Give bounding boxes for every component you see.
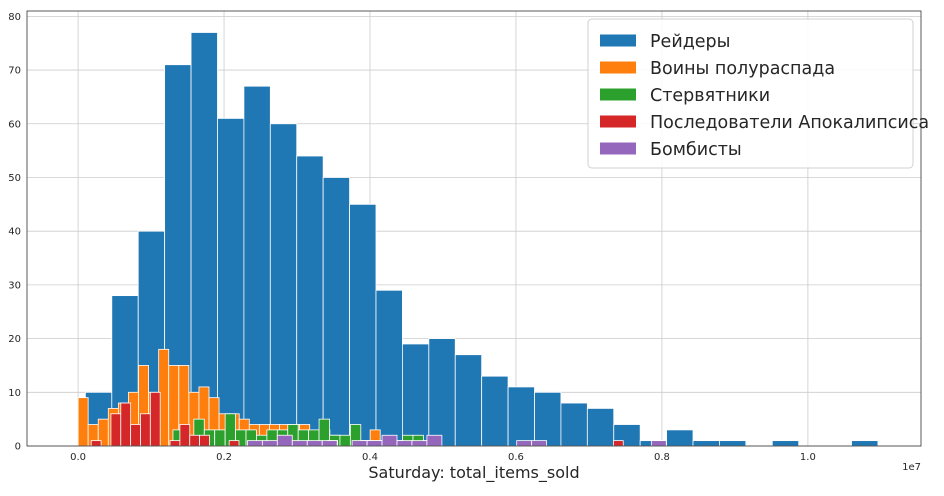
x-tick-label: 0.4 — [362, 452, 378, 463]
legend-label: Стервятники — [650, 86, 770, 106]
legend-box — [587, 18, 914, 169]
histogram-bar — [77, 397, 89, 447]
histogram-bar — [228, 440, 240, 447]
y-tick-label: 30 — [8, 280, 21, 291]
legend: Рейдеры Воины полураспада Стервятники После… — [587, 18, 929, 169]
legend-label: Бомбисты — [650, 140, 742, 160]
y-tick-label: 0 — [15, 442, 21, 453]
histogram-bar — [179, 424, 191, 447]
histogram-bar — [650, 440, 667, 447]
histogram-bar — [612, 440, 624, 447]
legend-swatch — [600, 142, 636, 155]
histogram-bar — [534, 391, 562, 447]
histogram-bar — [411, 440, 428, 447]
histogram-bar — [120, 402, 132, 447]
x-tick-label: 0.6 — [508, 452, 524, 463]
histogram-bar — [246, 440, 263, 447]
histogram-bar — [130, 424, 141, 447]
histogram-bar — [349, 203, 377, 447]
legend-label: Последователи Апокалипсиса — [650, 113, 929, 133]
histogram-bar — [396, 440, 413, 447]
legend-label: Рейдеры — [650, 32, 731, 52]
histogram-bar — [149, 391, 161, 447]
histogram-bar — [269, 123, 298, 447]
histogram-bar — [692, 440, 720, 447]
histogram-bar — [851, 440, 879, 447]
histogram-bar — [322, 177, 350, 447]
histogram-bar — [771, 440, 800, 447]
histogram-bar — [666, 429, 694, 447]
histogram-bar — [381, 434, 398, 447]
x-axis-label: Saturday: total_items_sold — [368, 463, 579, 483]
histogram-bar — [516, 440, 533, 447]
bars-layer — [77, 32, 879, 447]
histogram-bar — [90, 440, 102, 447]
histogram-bar — [261, 440, 278, 447]
histogram-bar — [339, 434, 351, 447]
axes-layer: 0.0 0.2 0.4 0.6 0.8 1.0 0 10 20 30 40 50 60 70 80 1e7 Sa… — [8, 10, 922, 483]
histogram-bar — [276, 434, 293, 447]
histogram-bar — [560, 402, 588, 447]
x-offset-label: 1e7 — [902, 462, 921, 473]
histogram-bar — [351, 440, 368, 447]
histogram-bar — [291, 440, 308, 447]
plot-frame — [26, 10, 922, 447]
histogram-bar — [296, 155, 324, 447]
histogram-bar — [169, 440, 181, 447]
histogram-bar — [243, 85, 271, 447]
histogram-bar — [428, 338, 456, 447]
histogram-bar — [481, 375, 509, 447]
histogram-bar — [531, 440, 548, 447]
histogram-bar — [719, 440, 747, 447]
histogram-bar — [190, 32, 218, 447]
legend-swatch — [600, 88, 636, 101]
histogram-bar — [507, 386, 535, 447]
histogram-bar — [426, 434, 443, 447]
histogram-bar — [321, 440, 338, 447]
histogram-bar — [214, 429, 226, 447]
x-tick-label: 0.0 — [70, 452, 86, 463]
histogram-bar — [454, 354, 483, 447]
x-tick-label: 1.0 — [800, 452, 816, 463]
histogram-bar — [140, 413, 151, 447]
histogram-bar — [402, 343, 430, 447]
x-tick-label: 0.2 — [216, 452, 232, 463]
histogram-bar — [189, 434, 200, 447]
histogram-bar — [217, 118, 245, 447]
y-tick-label: 70 — [8, 66, 21, 77]
histogram-bar — [110, 413, 122, 447]
legend-label: Воины полураспада — [650, 59, 835, 79]
legend-swatch — [600, 115, 636, 128]
histogram-bar — [366, 440, 383, 447]
histogram-bar — [306, 440, 323, 447]
legend-swatch — [600, 34, 636, 47]
histogram-bar — [586, 408, 615, 447]
histogram-bar — [375, 289, 403, 447]
x-tick-label: 0.8 — [654, 452, 670, 463]
histogram-bar — [199, 434, 210, 447]
y-tick-label: 10 — [8, 388, 21, 399]
legend-swatch — [600, 61, 636, 74]
y-tick-label: 40 — [8, 227, 21, 238]
y-tick-label: 50 — [8, 173, 21, 184]
y-tick-label: 80 — [8, 12, 21, 23]
y-tick-label: 60 — [8, 119, 21, 130]
y-tick-label: 20 — [8, 334, 21, 345]
